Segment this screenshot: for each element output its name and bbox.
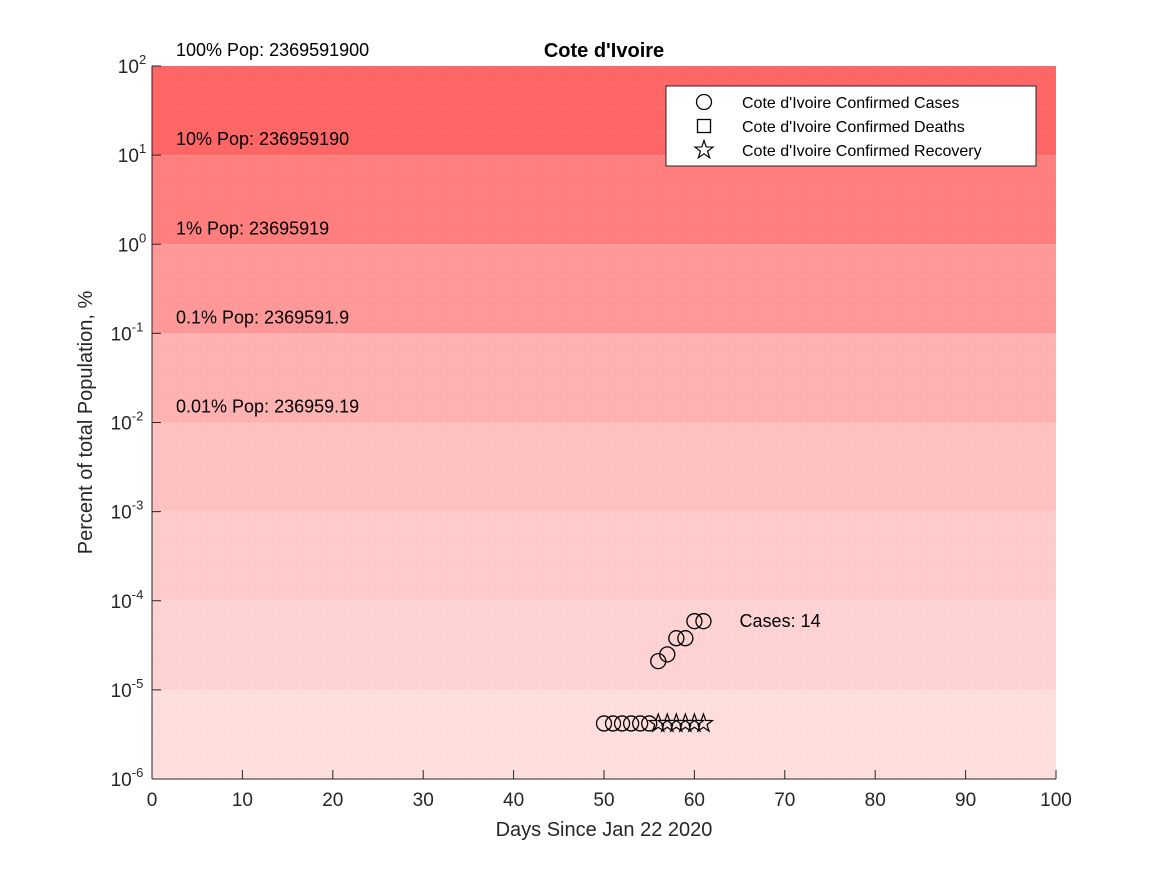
x-tick-label: 90 xyxy=(955,790,976,811)
y-tick-label: 100 xyxy=(118,230,146,256)
band-texture xyxy=(152,66,1056,779)
legend: Cote d'Ivoire Confirmed Cases Cote d'Ivoi… xyxy=(665,85,1037,167)
x-tick-label: 20 xyxy=(322,790,343,811)
y-tick-label: 10-3 xyxy=(111,498,144,524)
star-marker xyxy=(692,712,715,733)
legend-box xyxy=(665,85,1037,167)
x-tick-label: 0 xyxy=(147,790,158,811)
legend-entry-label: Cote d'Ivoire Confirmed Deaths xyxy=(742,119,965,136)
y-tick-label: 10-4 xyxy=(111,587,144,613)
population-band-labels: 100% Pop: 2369591900 10% Pop: 236959190 1%… xyxy=(176,40,369,417)
x-tick-label: 100 xyxy=(1040,790,1072,811)
circle-marker xyxy=(641,715,658,732)
circle-marker xyxy=(695,613,712,630)
y-tick-exponent: -3 xyxy=(132,498,144,513)
y-tick-exponent: 0 xyxy=(139,230,146,245)
population-band-label: 100% Pop: 2369591900 xyxy=(176,40,369,60)
y-tick-base: 10 xyxy=(111,414,132,435)
circle-marker xyxy=(595,715,613,732)
data-marks xyxy=(595,613,715,733)
y-tick-exponent: 1 xyxy=(139,141,146,156)
x-tick-label: 70 xyxy=(774,790,795,811)
y-tick-base: 10 xyxy=(111,770,132,791)
y-tick-base: 10 xyxy=(111,324,132,345)
circle-marker xyxy=(668,630,685,647)
x-tick-label: 50 xyxy=(593,790,614,811)
y-tick-base: 10 xyxy=(111,681,132,702)
y-tick-base: 10 xyxy=(118,57,139,78)
circle-marker xyxy=(622,715,640,732)
circle-marker xyxy=(659,646,676,663)
x-tick-label: 30 xyxy=(413,790,434,811)
y-tick-exponent: -2 xyxy=(132,409,144,424)
y-axis-label: Percent of total Population, % xyxy=(75,291,97,555)
x-axis-label: Days Since Jan 22 2020 xyxy=(496,819,713,841)
axes: 0 10 20 30 40 50 60 70 80 90 10010-610-510-410-310… xyxy=(111,52,1072,811)
y-tick-base: 10 xyxy=(111,503,132,524)
x-tick-label: 10 xyxy=(232,790,253,811)
y-tick-exponent: -5 xyxy=(132,676,144,691)
chart-title: Cote d'Ivoire xyxy=(544,40,664,62)
y-tick-exponent: -4 xyxy=(132,587,144,602)
y-tick-base: 10 xyxy=(111,592,132,613)
y-tick-base: 10 xyxy=(118,146,139,167)
circle-marker xyxy=(613,715,631,732)
circle-marker xyxy=(604,715,622,732)
circle-marker xyxy=(677,630,694,647)
y-tick-label: 10-2 xyxy=(111,409,144,435)
x-tick-label: 80 xyxy=(865,790,886,811)
y-tick-exponent: -6 xyxy=(132,765,144,780)
y-tick-label: 102 xyxy=(118,52,146,78)
y-tick-base: 10 xyxy=(118,235,139,256)
y-tick-label: 10-5 xyxy=(111,676,144,702)
legend-entry-label: Cote d'Ivoire Confirmed Cases xyxy=(742,95,959,112)
y-tick-label: 101 xyxy=(118,141,146,167)
population-band-label: 0.01% Pop: 236959.19 xyxy=(176,397,359,417)
legend-entry-label: Cote d'Ivoire Confirmed Recovery xyxy=(742,143,982,160)
population-band-label: 1% Pop: 23695919 xyxy=(176,218,329,238)
y-tick-label: 10-1 xyxy=(111,319,144,345)
circle-marker xyxy=(632,715,649,732)
x-tick-label: 60 xyxy=(684,790,705,811)
legend-square-icon xyxy=(696,118,712,134)
y-tick-label: 10-6 xyxy=(111,765,144,791)
y-tick-exponent: 2 xyxy=(139,52,146,67)
circle-marker xyxy=(686,613,703,630)
x-tick-label: 40 xyxy=(503,790,524,811)
y-tick-exponent: -1 xyxy=(132,319,144,334)
cases-annotation: Cases: 14 xyxy=(740,611,821,631)
legend-star-icon xyxy=(693,138,715,160)
population-band-label: 10% Pop: 236959190 xyxy=(176,129,349,149)
population-band-label: 0.1% Pop: 2369591.9 xyxy=(176,307,349,327)
legend-circle-icon xyxy=(695,93,713,111)
